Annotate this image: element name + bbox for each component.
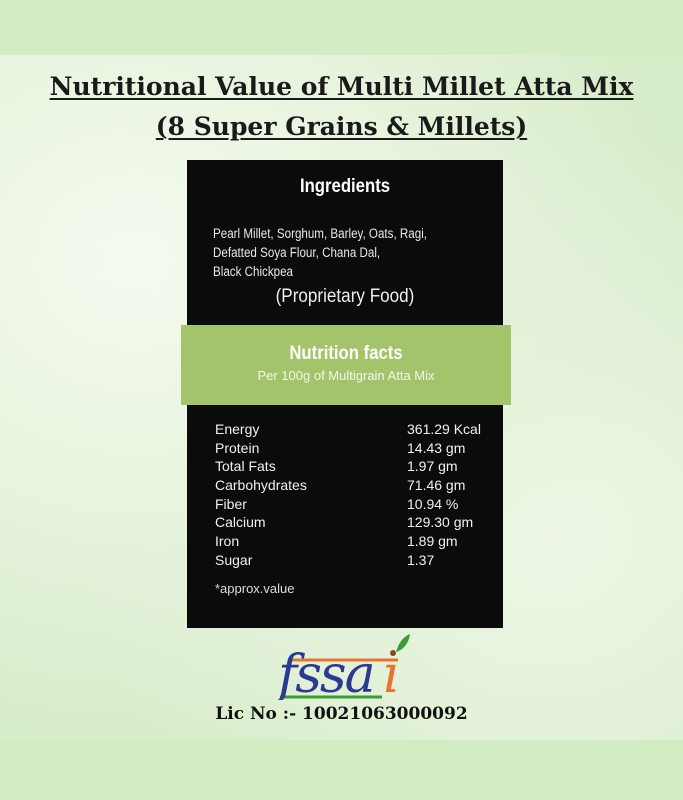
nutrition-row: Fiber 10.94 % — [215, 496, 495, 515]
nutrient-name: Iron — [215, 533, 240, 550]
ingredients-list: Pearl Millet, Sorghum, Barley, Oats, Rag… — [213, 224, 427, 281]
nutrient-value: 1.37 — [407, 551, 435, 568]
nutrient-name: Energy — [215, 421, 260, 437]
ingredients-heading: Ingredients — [299, 176, 391, 197]
ingredients-line: Pearl Millet, Sorghum, Barley, Oats, Rag… — [213, 226, 428, 241]
nutrition-row: Calcium 129.30 gm — [215, 514, 495, 533]
nutrition-row: Iron 1.89 gm — [215, 533, 495, 552]
nutrition-table: Energy 361.29 Kcal Protein 14.43 gm Total … — [215, 421, 495, 571]
nutrition-band — [181, 325, 511, 405]
svg-text:ı: ı — [382, 645, 399, 700]
nutrition-row: Energy 361.29 Kcal — [215, 421, 495, 440]
nutrition-row: Total Fats 1.97 gm — [215, 458, 495, 477]
nutrient-value: 71.46 gm — [407, 477, 466, 494]
nutrient-name: Total Fats — [215, 458, 276, 475]
nutrient-name: Protein — [215, 439, 260, 456]
page-subtitle: (8 Super Grains & Millets) — [155, 112, 528, 141]
page-title: Nutritional Value of Multi Millet Atta M… — [49, 72, 634, 101]
approx-footnote: *approx.value — [215, 581, 295, 596]
nutrient-name: Sugar — [215, 551, 253, 568]
nutrient-value: 361.29 Kcal — [407, 421, 481, 437]
proprietary-note: (Proprietary Food) — [275, 286, 415, 307]
nutrient-value: 129.30 gm — [407, 514, 474, 531]
nutrition-heading: Nutrition facts — [289, 343, 403, 364]
nutrient-value: 1.97 gm — [407, 458, 458, 475]
nutrient-value: 14.43 gm — [407, 439, 466, 456]
ingredients-line: Defatted Soya Flour, Chana Dal, — [213, 245, 381, 260]
nutrient-name: Fiber — [215, 495, 247, 512]
nutrition-row: Carbohydrates 71.46 gm — [215, 477, 495, 496]
fssai-logo: fssa ı — [274, 634, 410, 700]
nutrition-subheading: Per 100g of Multigrain Atta Mix — [257, 368, 435, 383]
nutrient-value: 1.89 gm — [407, 533, 458, 550]
nutrition-row: Protein 14.43 gm — [215, 440, 495, 459]
svg-text:fssa: fssa — [274, 645, 374, 700]
ingredients-line: Black Chickpea — [213, 264, 294, 279]
nutrition-row: Sugar 1.37 — [215, 552, 495, 571]
nutrient-name: Carbohydrates — [215, 477, 307, 494]
license-number: Lic No :- 10021063000092 — [215, 704, 468, 724]
nutrient-name: Calcium — [215, 514, 266, 531]
nutrient-value: 10.94 % — [407, 495, 459, 512]
